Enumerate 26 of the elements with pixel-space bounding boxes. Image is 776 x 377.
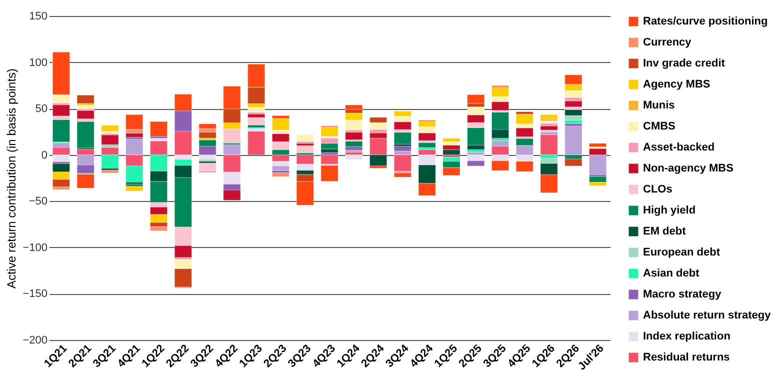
legend-label: Munis	[643, 100, 675, 112]
legend-label: CLOs	[643, 184, 672, 196]
y-tick-label: −150	[22, 288, 48, 300]
legend-label: Asset-backed	[643, 142, 715, 154]
legend-label: CMBS	[643, 120, 676, 132]
y-axis-title: Active return contribution (in basis points)	[4, 68, 19, 289]
legend-label: EM debt	[643, 226, 686, 238]
legend-label: Asian debt	[643, 268, 700, 280]
legend-label: High yield	[643, 204, 696, 216]
legend-label: Residual returns	[643, 352, 730, 364]
y-tick-label: 0	[41, 149, 48, 162]
legend-label: Non-agency MBS	[643, 162, 734, 174]
legend-label: Currency	[643, 36, 692, 48]
legend-label: Rates/curve positioning	[643, 16, 768, 28]
legend-label: Absolute return strategy	[643, 310, 772, 322]
y-tick-label: −50	[28, 196, 48, 208]
legend-label: Inv grade credit	[643, 58, 726, 70]
y-tick-label: −200	[22, 334, 48, 346]
legend-label: Index replication	[643, 330, 731, 342]
y-tick-label: 100	[29, 56, 48, 69]
legend-label: European debt	[643, 246, 720, 258]
y-tick-label: 50	[35, 103, 48, 116]
legend-label: Macro strategy	[643, 288, 722, 300]
y-tick-label: −100	[22, 242, 48, 254]
legend-label: Agency MBS	[643, 78, 710, 90]
y-tick-label: 150	[29, 10, 48, 22]
